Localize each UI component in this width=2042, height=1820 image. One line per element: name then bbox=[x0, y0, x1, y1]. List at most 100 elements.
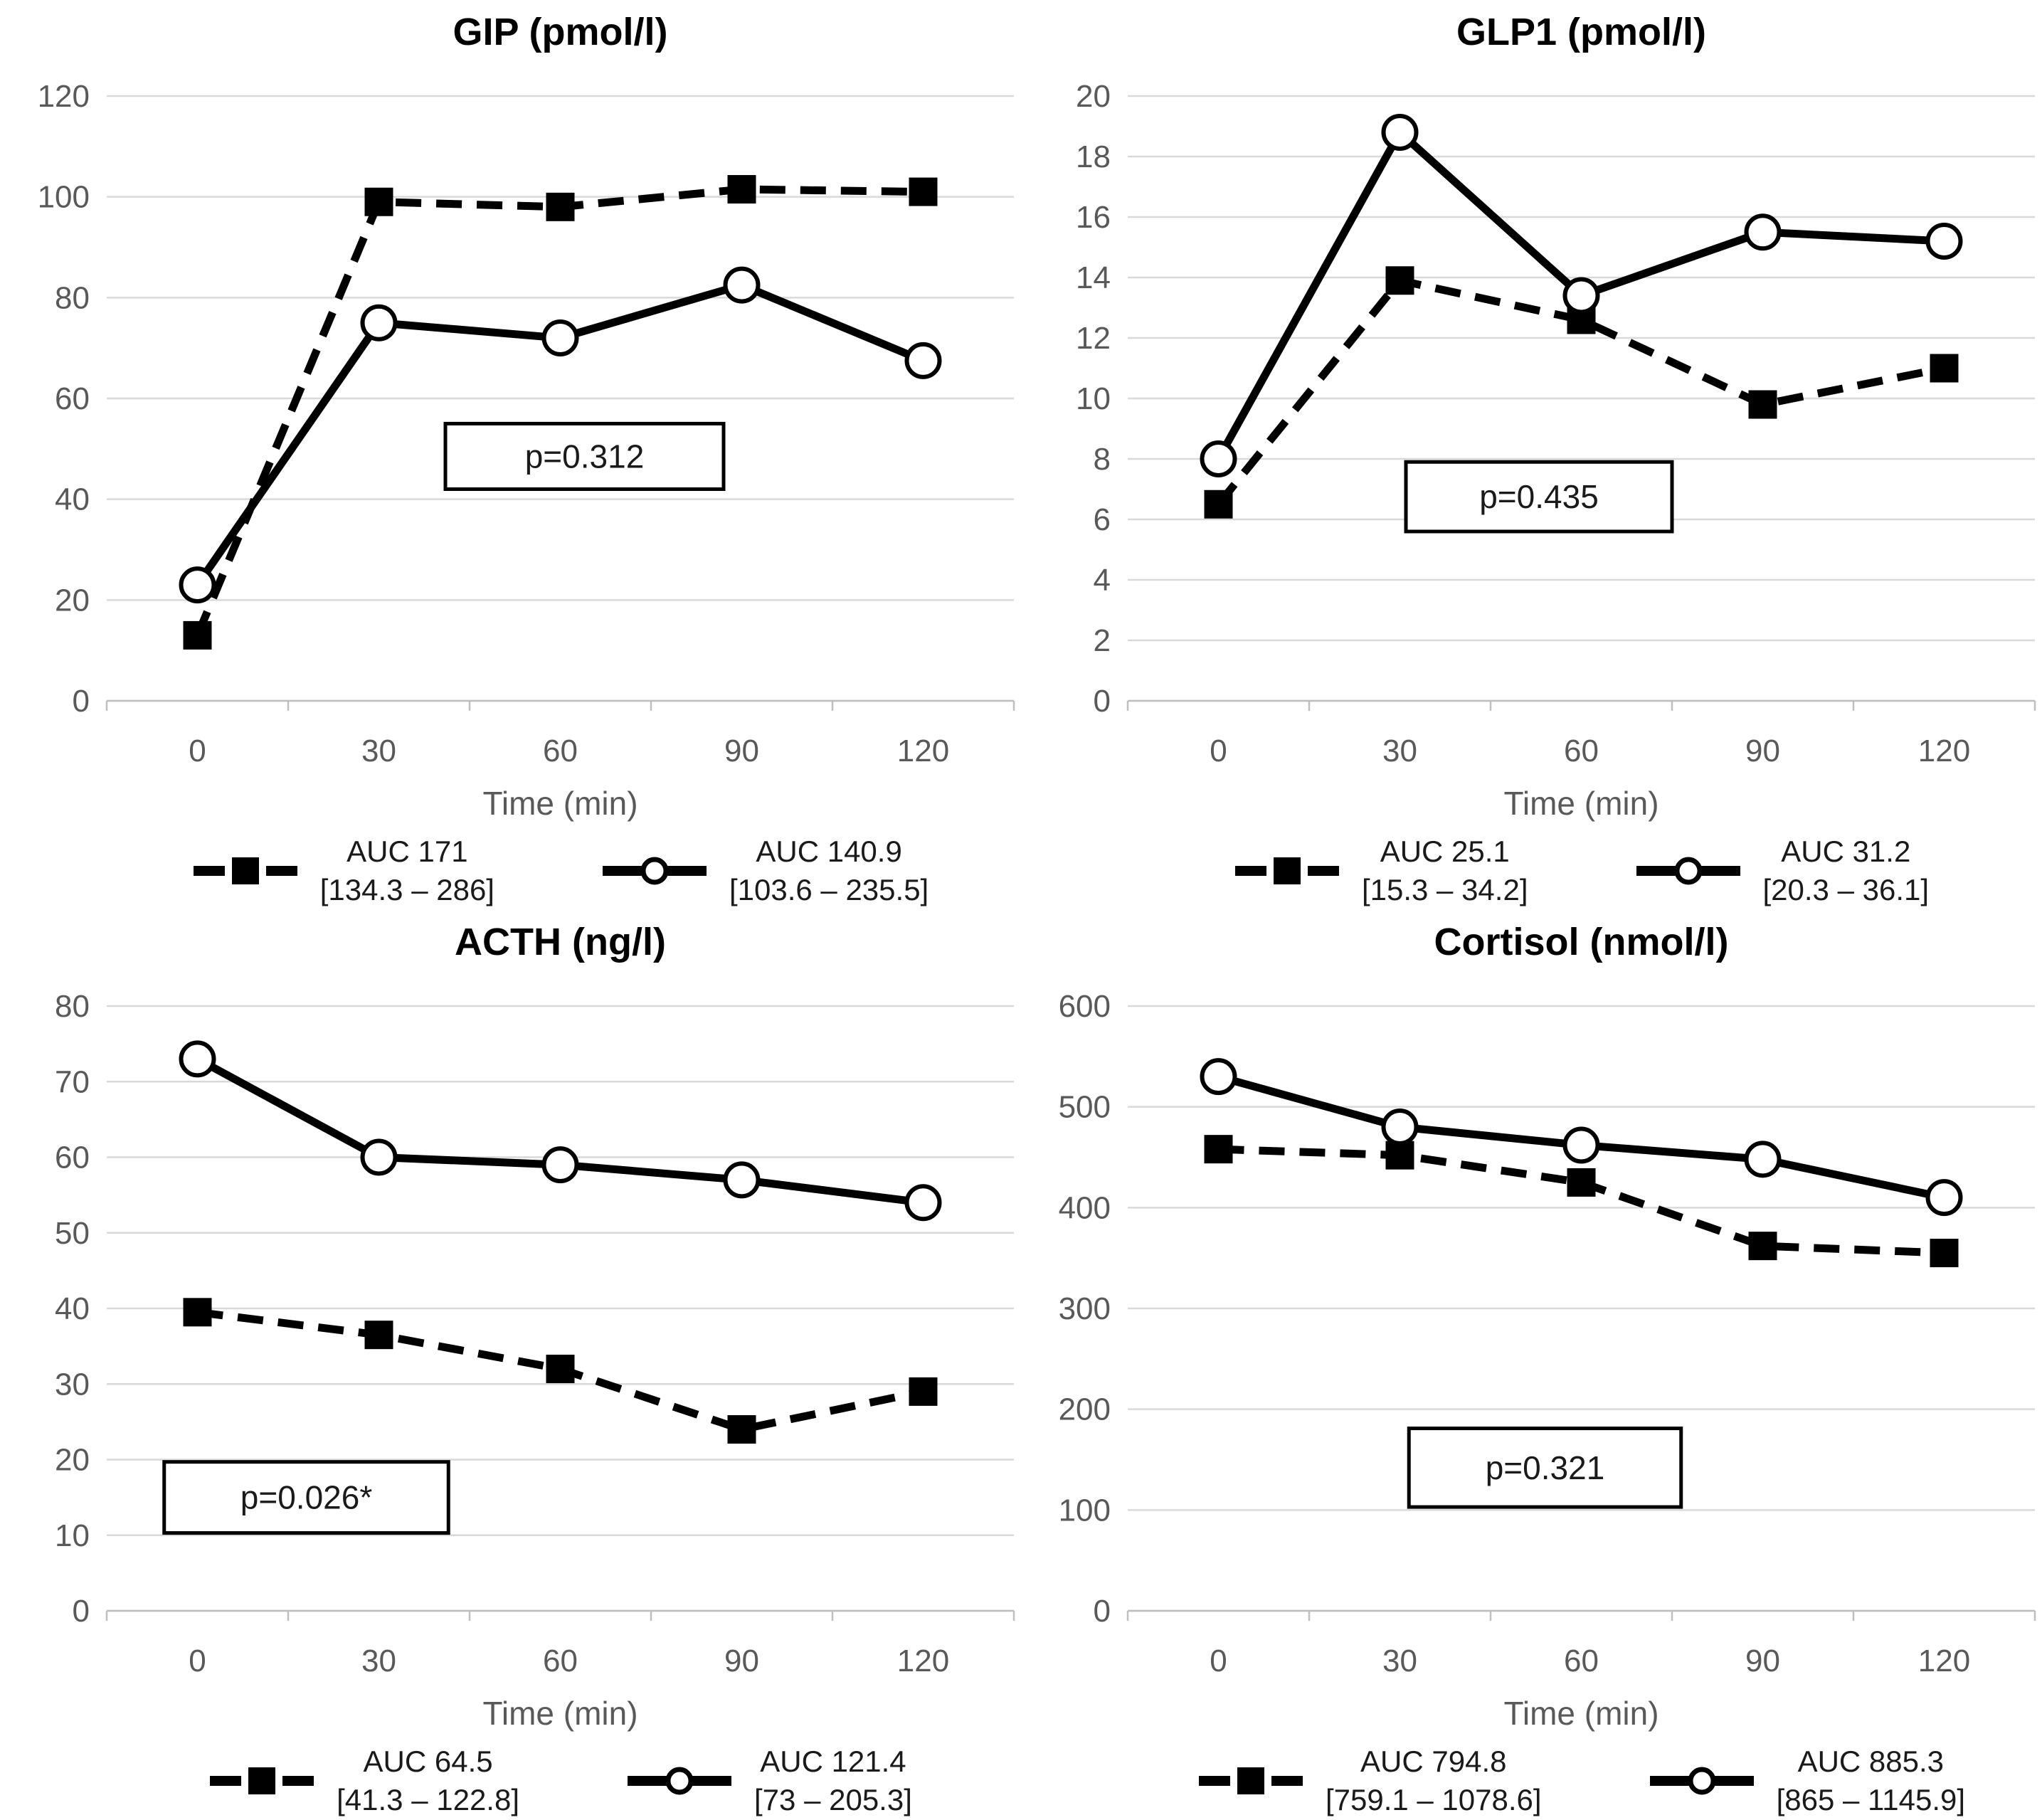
legend-auc-value: AUC 885.3 bbox=[1797, 1745, 1945, 1778]
square-data-point bbox=[1204, 490, 1233, 519]
circle-data-point bbox=[1925, 223, 1963, 260]
y-tick-label: 60 bbox=[55, 1141, 90, 1175]
x-axis-label: Time (min) bbox=[1503, 1695, 1659, 1732]
chart-title-gip: GIP (pmol/l) bbox=[453, 11, 668, 53]
series-line-dashed bbox=[1215, 276, 1945, 507]
legend-auc-value: AUC 140.9 bbox=[756, 835, 902, 868]
legend-item-dashed-series: AUC 64.5 [41.3 – 122.8] bbox=[208, 1742, 519, 1819]
x-tick-label: 120 bbox=[897, 1644, 949, 1678]
circle-data-point bbox=[360, 1138, 398, 1176]
square-data-point bbox=[546, 192, 575, 221]
dashed-square-marker-icon bbox=[1234, 857, 1339, 884]
square-data-point bbox=[1385, 1141, 1414, 1170]
legend-item-dashed-series: AUC 794.8 [759.1 – 1078.6] bbox=[1197, 1742, 1542, 1819]
legend-item-solid-series: AUC 140.9 [103.6 – 235.5] bbox=[601, 832, 929, 909]
y-tick-label: 2 bbox=[1094, 623, 1111, 658]
dashed-square-marker-icon bbox=[193, 857, 297, 884]
square-data-point bbox=[1748, 1232, 1777, 1261]
p-value-box bbox=[1407, 1427, 1683, 1509]
legend-label: AUC 121.4 [73 – 205.3] bbox=[754, 1742, 912, 1819]
x-tick-label: 30 bbox=[361, 734, 396, 768]
legend-auc-range: [134.3 – 286] bbox=[319, 872, 494, 906]
series-line-dashed bbox=[194, 185, 924, 637]
x-tick-label: 30 bbox=[361, 1644, 396, 1678]
y-tick-label: 20 bbox=[55, 1443, 90, 1478]
legend-auc-value: AUC 794.8 bbox=[1360, 1745, 1507, 1778]
square-data-point bbox=[909, 1377, 938, 1406]
x-tick-label: 120 bbox=[1918, 734, 1970, 768]
x-tick-label: 90 bbox=[724, 734, 759, 768]
y-tick-label: 4 bbox=[1094, 563, 1111, 598]
legend-label: AUC 140.9 [103.6 – 235.5] bbox=[729, 832, 929, 909]
y-tick-label: 8 bbox=[1094, 442, 1111, 477]
y-tick-label: 40 bbox=[55, 482, 90, 517]
legend-auc-value: AUC 121.4 bbox=[760, 1745, 906, 1778]
legend-label: AUC 64.5 [41.3 – 122.8] bbox=[337, 1742, 519, 1819]
legend-label: AUC 31.2 [20.3 – 36.1] bbox=[1763, 832, 1930, 909]
legend-item-dashed-series: AUC 171 [134.3 – 286] bbox=[192, 832, 494, 909]
y-tick-label: 10 bbox=[55, 1518, 90, 1553]
legend-auc-range: [865 – 1145.9] bbox=[1776, 1782, 1966, 1816]
legend-auc-value: AUC 31.2 bbox=[1781, 835, 1911, 868]
p-value-box bbox=[443, 421, 726, 491]
x-tick-label: 120 bbox=[897, 734, 949, 768]
legend-auc-range: [73 – 205.3] bbox=[754, 1782, 912, 1816]
y-tick-label: 120 bbox=[38, 79, 90, 114]
y-tick-label: 20 bbox=[1076, 79, 1111, 114]
circle-data-point bbox=[179, 566, 216, 604]
circle-data-point bbox=[179, 1040, 216, 1078]
legend-auc-value: AUC 171 bbox=[346, 835, 468, 868]
gip-line-chart: 0 20 40 60 80 100 120 0 30 60 90 120 p=0.312 bbox=[38, 79, 1015, 768]
square-data-point bbox=[364, 187, 393, 216]
legend-acth: AUC 64.5 [41.3 – 122.8] AUC 121.4 [73 – … bbox=[0, 1742, 1021, 1819]
y-tick-label: 12 bbox=[1076, 321, 1111, 356]
legend-item-solid-series: AUC 121.4 [73 – 205.3] bbox=[626, 1742, 912, 1819]
legend-auc-range: [20.3 – 36.1] bbox=[1762, 872, 1930, 906]
y-tick-label: 0 bbox=[1094, 684, 1111, 719]
y-tick-label: 40 bbox=[55, 1291, 90, 1326]
y-tick-label: 500 bbox=[1059, 1090, 1111, 1125]
y-tick-label: 0 bbox=[73, 684, 90, 719]
square-data-point bbox=[546, 1355, 575, 1383]
acth-line-chart: 0 10 20 30 40 50 60 70 80 0 30 60 90 120 p=0.026* bbox=[55, 989, 1015, 1678]
square-data-point bbox=[183, 620, 212, 650]
circle-data-point bbox=[1744, 213, 1782, 251]
panel-acth: ACTH (ng/l) 0 10 20 30 40 50 60 70 80 0 30 60 90 120 p… bbox=[0, 910, 1021, 1820]
glp1-line-chart: 0 2 4 6 8 10 12 14 16 18 20 0 30 60 90 120 p=0.435 bbox=[1076, 79, 2036, 768]
square-data-point bbox=[1930, 1239, 1959, 1268]
legend-gip: AUC 171 [134.3 – 286] AUC 140.9 [103.6 –… bbox=[0, 832, 1021, 909]
y-tick-label: 100 bbox=[1059, 1493, 1111, 1528]
circle-data-point bbox=[1200, 1058, 1237, 1096]
cortisol-line-chart: 0 100 200 300 400 500 600 0 30 60 90 120 p=0.321 bbox=[1059, 989, 2036, 1678]
p-value-label: p=0.026* bbox=[240, 1479, 373, 1516]
x-axis-label: Time (min) bbox=[1503, 785, 1659, 822]
y-tick-label: 200 bbox=[1059, 1392, 1111, 1427]
chart-title-glp1: GLP1 (pmol/l) bbox=[1456, 11, 1706, 53]
circle-data-point bbox=[1381, 1109, 1419, 1146]
y-tick-label: 16 bbox=[1076, 200, 1111, 235]
legend-auc-value: AUC 64.5 bbox=[363, 1745, 493, 1778]
y-tick-label: 80 bbox=[55, 280, 90, 315]
square-data-point bbox=[1930, 354, 1959, 383]
x-tick-label: 0 bbox=[189, 734, 206, 768]
legend-item-solid-series: AUC 885.3 [865 – 1145.9] bbox=[1649, 1742, 1965, 1819]
x-tick-label: 120 bbox=[1918, 1644, 1970, 1678]
y-tick-label: 400 bbox=[1059, 1190, 1111, 1225]
legend-label: AUC 794.8 [759.1 – 1078.6] bbox=[1326, 1742, 1542, 1819]
y-tick-label: 70 bbox=[55, 1064, 90, 1099]
y-tick-label: 600 bbox=[1059, 989, 1111, 1024]
dashed-square-marker-icon bbox=[1198, 1767, 1303, 1794]
x-tick-label: 60 bbox=[543, 1644, 578, 1678]
series-line-dashed bbox=[1218, 1145, 1945, 1257]
x-tick-label: 30 bbox=[1382, 734, 1417, 768]
x-tick-label: 0 bbox=[189, 1644, 206, 1678]
y-tick-label: 50 bbox=[55, 1216, 90, 1251]
panel-cortisol: Cortisol (nmol/l) 0 100 200 300 400 500 600 0 30… bbox=[1021, 910, 2042, 1820]
circle-data-point bbox=[360, 304, 398, 342]
panel-glp1: GLP1 (pmol/l) 0 2 4 6 8 10 12 14 16 18 20 0 30 60 90 12… bbox=[1021, 0, 2042, 910]
chart-title-acth: ACTH (ng/l) bbox=[455, 921, 666, 963]
p-value-label: p=0.435 bbox=[1479, 478, 1599, 515]
circle-data-point bbox=[723, 266, 761, 304]
circle-data-point bbox=[1381, 114, 1419, 151]
x-tick-label: 90 bbox=[1745, 734, 1780, 768]
